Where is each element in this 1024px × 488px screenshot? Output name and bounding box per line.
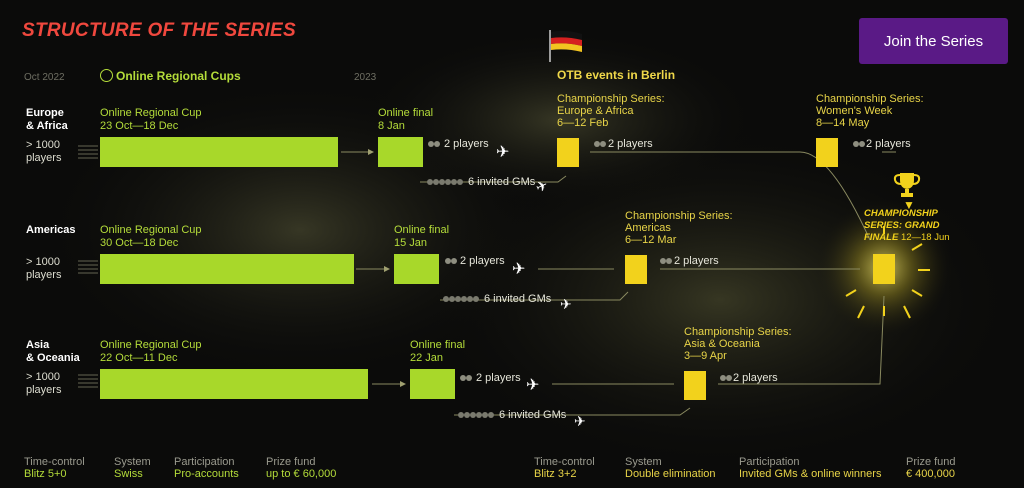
cup-label: Online Regional Cup 22 Oct—11 Dec [100,339,202,364]
otb-section-header: OTB events in Berlin [557,68,676,82]
grand-finale-box [873,254,895,284]
advance-players: 2 players [476,372,521,384]
plane-icon: ✈ [526,377,540,394]
womens-week-box [816,138,838,167]
advance-players: 2 players [866,138,911,150]
footer-system: System Swiss [114,456,151,480]
footer-prize-fund: Prize fund € 400,000 [906,456,956,480]
plane-icon: ✈ [560,296,572,312]
timeline-start: Oct 2022 [24,72,65,83]
plane-icon: ✈ [496,144,510,161]
advance-players: 2 players [460,255,505,267]
region-asia-oceania: Asia & Oceania [26,339,80,364]
online-section-label: Online Regional Cups [116,69,241,83]
globe-icon [100,69,113,82]
cup-label: Online Regional Cup 23 Oct—18 Dec [100,107,202,132]
trophy-icon [893,173,921,197]
grand-finale-label: CHAMPIONSHIP SERIES: GRAND FINALE 12—18 … [864,208,950,243]
advance-players: 2 players [444,138,489,150]
germany-flag-icon [549,30,582,62]
players-count: > 1000 players [26,256,62,281]
advance-players: 2 players [733,372,778,384]
online-final-label: Online final 15 Jan [394,224,450,249]
online-final-bar [378,137,423,167]
cup-label: Online Regional Cup 30 Oct—18 Dec [100,224,202,249]
plane-icon: ✈ [512,261,526,278]
footer-system: System Double elimination [625,456,716,480]
footer-time-control: Time-control Blitz 3+2 [534,456,595,480]
otb-event-box [625,255,647,284]
online-final-label: Online final 22 Jan [410,339,466,364]
championship-series-label: Championship Series: Asia & Oceania 3—9 Ap… [684,326,792,362]
otb-event-box [557,138,579,167]
footer-prize-fund: Prize fund up to € 60,000 [266,456,337,480]
womens-week-label: Championship Series: Women's Week 8—14 May [816,93,924,129]
championship-series-label: Championship Series: Europe & Africa 6—12 … [557,93,665,129]
online-final-bar [394,254,439,284]
timeline-mid: 2023 [354,72,377,83]
online-cup-bar [100,137,338,167]
arrow-down-icon: ▼ [903,198,915,212]
join-series-button[interactable]: Join the Series [859,18,1008,64]
online-cup-bar [100,369,368,399]
region-europe-africa: Europe & Africa [26,107,68,132]
invited-gms: 6 invited GMs [468,176,536,188]
advance-players: 2 players [674,255,719,267]
invited-gms: 6 invited GMs [484,293,552,305]
footer-time-control: Time-control Blitz 5+0 [24,456,85,480]
page-title: STRUCTURE OF THE SERIES [22,20,296,41]
footer-participation: Participation Pro-accounts [174,456,239,480]
championship-series-label: Championship Series: Americas 6—12 Mar [625,210,733,246]
online-section-header: Online Regional Cups [100,69,241,83]
plane-icon: ✈ [574,413,586,429]
online-final-bar [410,369,455,399]
players-count: > 1000 players [26,371,62,396]
otb-event-box [684,371,706,400]
online-final-label: Online final 8 Jan [378,107,434,132]
advance-players: 2 players [608,138,653,150]
footer-participation: Participation Invited GMs & online winner… [739,456,882,480]
players-count: > 1000 players [26,139,62,164]
invited-gms: 6 invited GMs [499,409,567,421]
online-cup-bar [100,254,354,284]
region-americas: Americas [26,224,76,236]
